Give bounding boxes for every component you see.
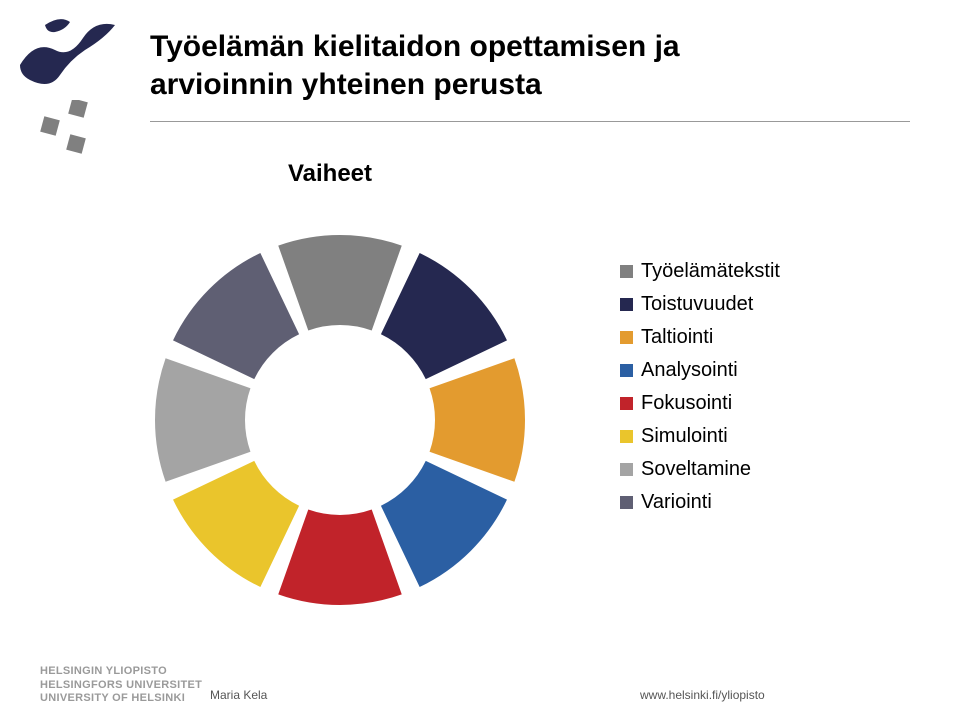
legend-item: Variointi — [620, 491, 780, 514]
legend-marker — [620, 298, 633, 311]
legend-label: Toistuvuudet — [641, 293, 753, 316]
legend-label: Soveltamine — [641, 458, 751, 481]
legend-marker — [620, 397, 633, 410]
donut-segment — [278, 235, 402, 330]
donut-segment — [173, 253, 299, 379]
donut-segment — [173, 461, 299, 587]
legend-marker — [620, 430, 633, 443]
legend-label: Taltiointi — [641, 326, 713, 349]
title-underline — [150, 121, 910, 122]
legend-marker — [620, 463, 633, 476]
legend-item: Työelämätekstit — [620, 260, 780, 283]
legend-label: Variointi — [641, 491, 712, 514]
university-logo-text: HELSINGIN YLIOPISTO HELSINGFORS UNIVERSI… — [40, 665, 202, 706]
legend-item: Analysointi — [620, 359, 780, 382]
legend-marker — [620, 496, 633, 509]
legend-item: Simulointi — [620, 425, 780, 448]
legend-label: Analysointi — [641, 359, 738, 382]
donut-segment — [278, 510, 402, 605]
page-title-line1: Työelämän kielitaidon opettamisen ja — [150, 28, 910, 66]
footer-url: www.helsinki.fi/yliopisto — [640, 688, 765, 702]
uni-line3: UNIVERSITY OF HELSINKI — [40, 692, 202, 706]
legend-item: Toistuvuudet — [620, 293, 780, 316]
page-title-block: Työelämän kielitaidon opettamisen ja arv… — [150, 28, 910, 122]
uni-line1: HELSINGIN YLIOPISTO — [40, 665, 202, 679]
page-title-line2: arvioinnin yhteinen perusta — [150, 66, 910, 104]
uni-line2: HELSINGFORS UNIVERSITET — [40, 679, 202, 693]
chart-title: Vaiheet — [120, 160, 540, 188]
donut-segment — [381, 253, 507, 379]
legend-item: Soveltamine — [620, 458, 780, 481]
donut-segment — [155, 358, 250, 482]
legend-item: Fokusointi — [620, 392, 780, 415]
legend-label: Fokusointi — [641, 392, 732, 415]
legend-item: Taltiointi — [620, 326, 780, 349]
legend-marker — [620, 331, 633, 344]
donut-chart — [140, 220, 540, 620]
legend-label: Työelämätekstit — [641, 260, 780, 283]
logo-squares — [30, 100, 110, 160]
chart-area: Vaiheet Työelämätekstit Toistuvuudet Talti… — [120, 160, 900, 640]
legend-marker — [620, 364, 633, 377]
legend: Työelämätekstit Toistuvuudet Taltiointi Ana… — [620, 260, 780, 524]
legend-marker — [620, 265, 633, 278]
donut-segment — [430, 358, 525, 482]
donut-segment — [381, 461, 507, 587]
flame-logo — [15, 10, 135, 100]
legend-label: Simulointi — [641, 425, 728, 448]
footer-author: Maria Kela — [210, 688, 267, 702]
